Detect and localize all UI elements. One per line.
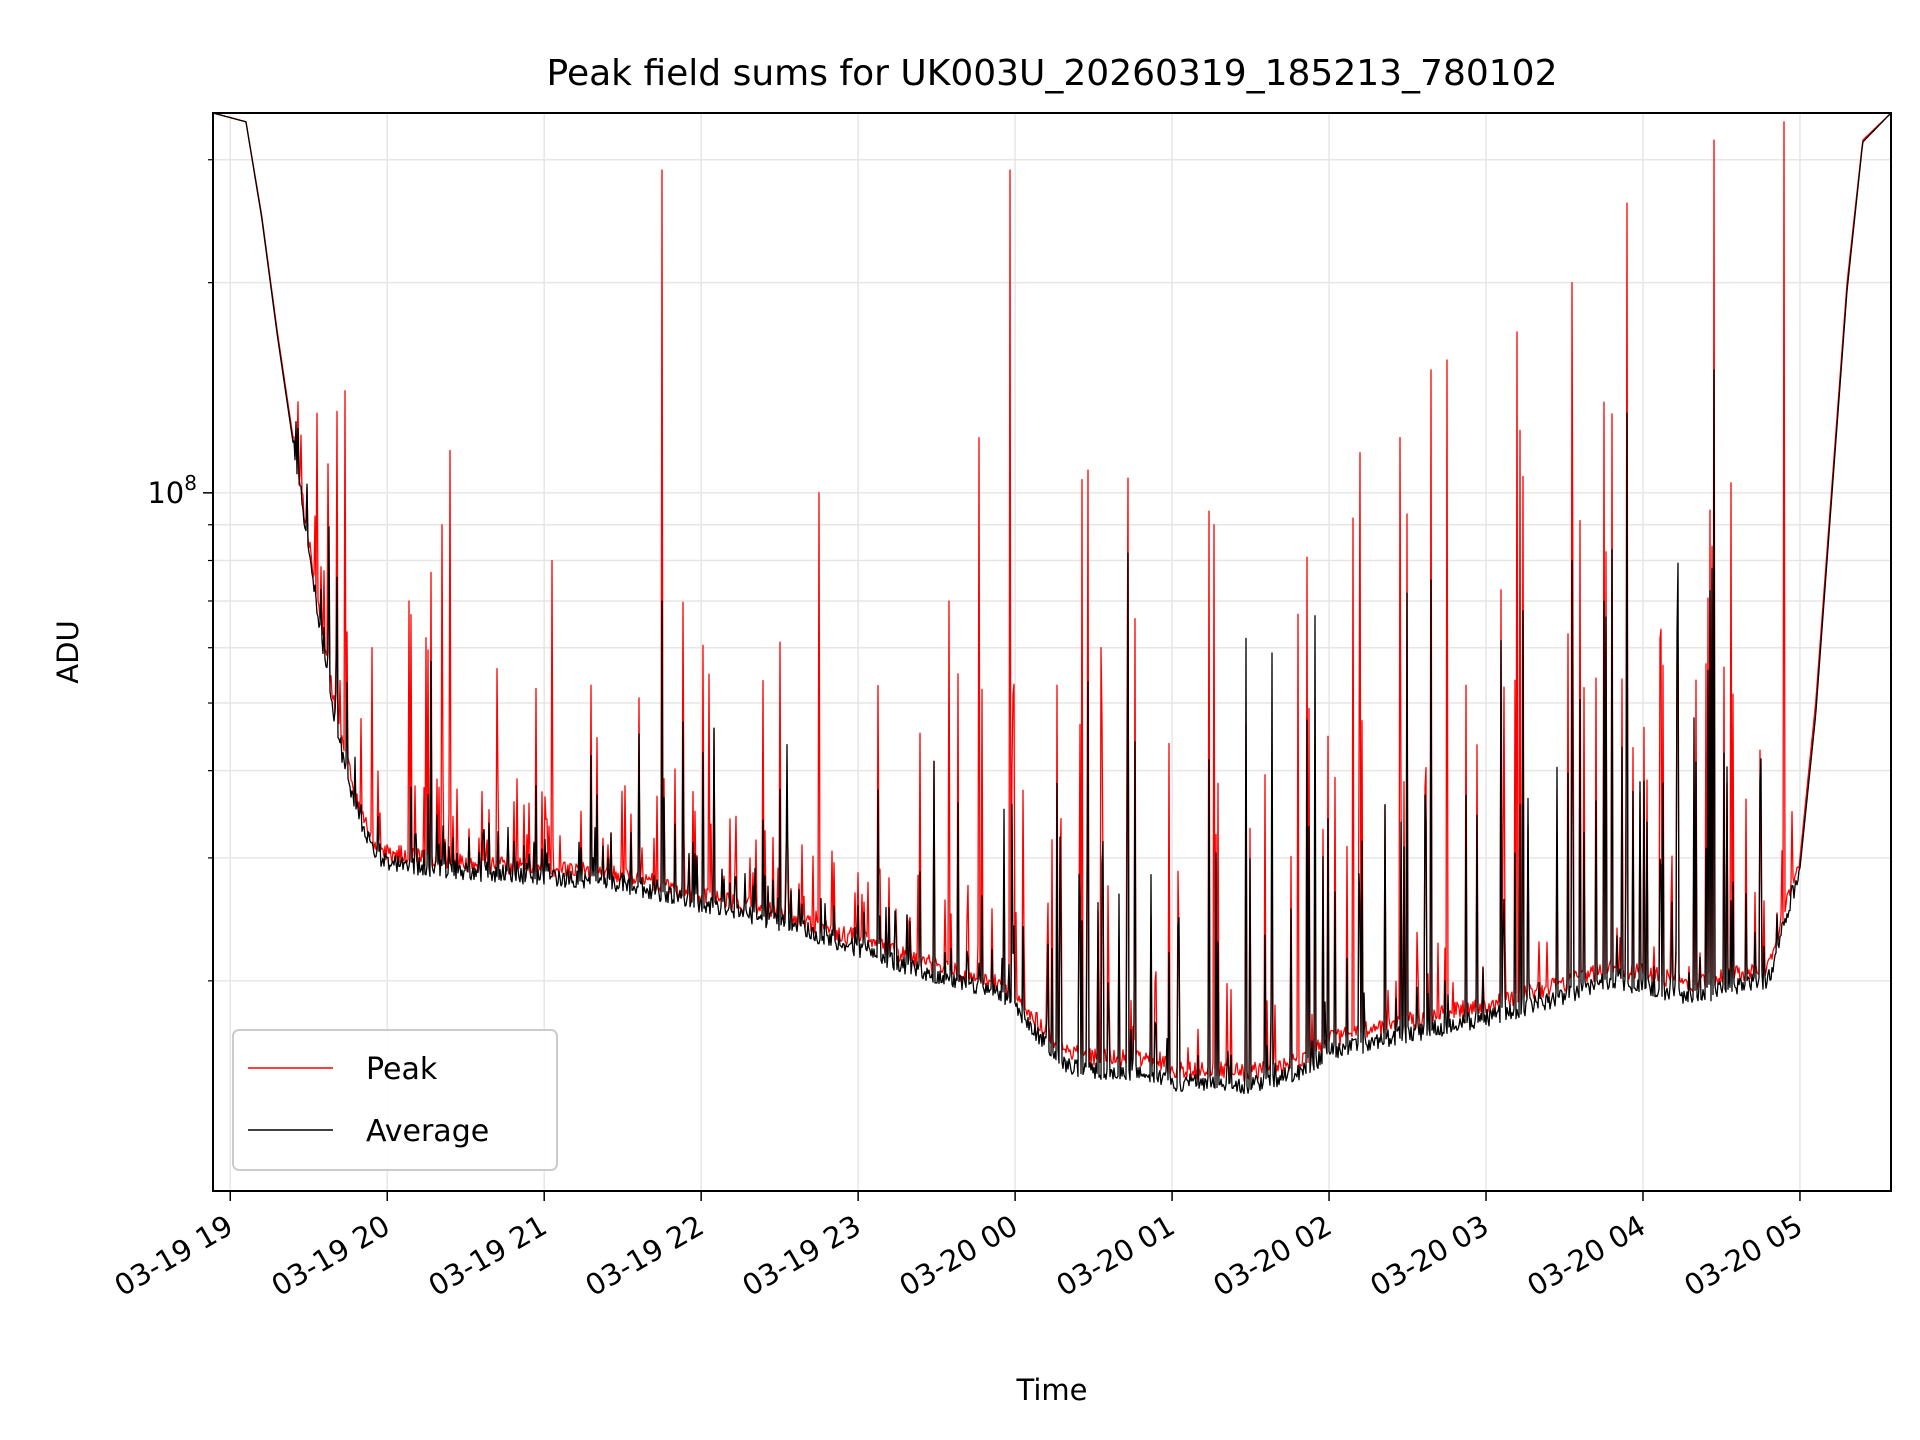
x-axis-label: Time [1016,1373,1088,1407]
legend: Peak Average [233,1030,557,1170]
y-axis-label: ADU [51,620,85,683]
legend-box [233,1030,557,1170]
chart-title: Peak field sums for UK003U_20260319_1852… [547,53,1558,94]
chart: 03-19 19 03-19 20 03-19 21 03-19 22 03-19 23… [0,0,1920,1440]
legend-label-average: Average [366,1114,489,1149]
legend-label-peak: Peak [366,1052,438,1087]
